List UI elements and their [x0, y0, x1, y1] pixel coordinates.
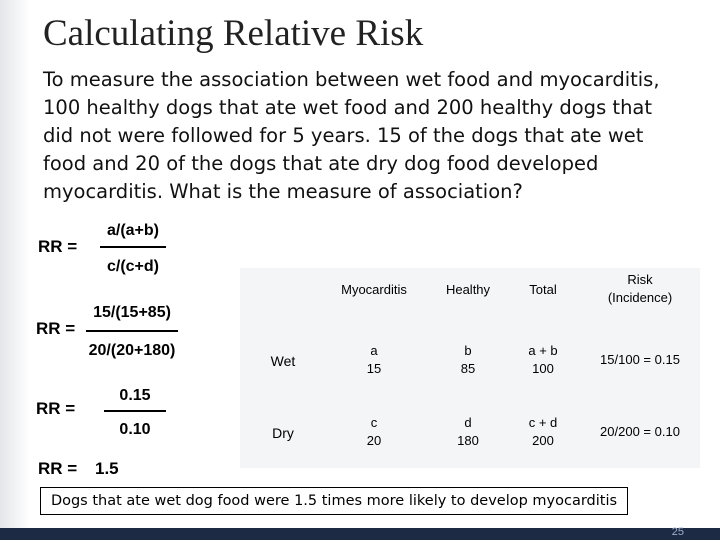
numerator: 15/(15+85): [93, 304, 171, 321]
column-header: Risk (Incidence): [607, 272, 673, 305]
title: Calculating Relative Risk: [43, 13, 424, 54]
cell-value: 200: [532, 433, 554, 448]
risk-value: 15/100 = 0.15: [600, 352, 680, 367]
cell-letter: a: [370, 343, 378, 358]
column-header: Myocarditis: [341, 282, 407, 297]
denominator: c/(c+d): [106, 258, 159, 275]
cell-letter: b: [464, 343, 472, 358]
cell-letter: c + d: [528, 415, 558, 430]
numerator: 0.15: [119, 387, 151, 404]
conclusion: Dogs that ate wet dog food were 1.5 time…: [40, 487, 628, 515]
fraction-bar: [86, 330, 178, 332]
table-bg: [240, 268, 700, 468]
numerator: a/(a+b): [106, 222, 159, 239]
row-label: Dry: [272, 425, 294, 441]
risk-value: 20/200 = 0.10: [600, 424, 680, 439]
row-label: Wet: [270, 353, 296, 369]
body-text: To measure the association between wet f…: [43, 68, 660, 203]
fraction-bar: [104, 410, 166, 412]
cell-letter: d: [464, 415, 472, 430]
footer-bar: [0, 528, 720, 540]
cell-value: 15: [366, 361, 382, 376]
column-header: Healthy: [445, 282, 491, 297]
formula-label: RR =: [38, 237, 78, 256]
cell-letter: a + b: [528, 343, 558, 358]
cell-value: 180: [457, 433, 479, 448]
cell-value: 100: [532, 361, 554, 376]
cell-value: 20: [366, 433, 382, 448]
column-header: Total: [529, 282, 557, 297]
cell-value: 85: [460, 361, 476, 376]
formula-label: RR =: [36, 399, 76, 418]
page-number: 25: [671, 526, 684, 538]
cell-letter: c: [370, 415, 378, 430]
denominator: 20/(20+180): [88, 342, 176, 359]
fraction-bar: [100, 246, 166, 248]
result-label: RR =: [38, 459, 78, 478]
denominator: 0.10: [119, 421, 151, 438]
result-value: 1.5: [95, 459, 119, 478]
formula-label: RR =: [36, 319, 76, 338]
